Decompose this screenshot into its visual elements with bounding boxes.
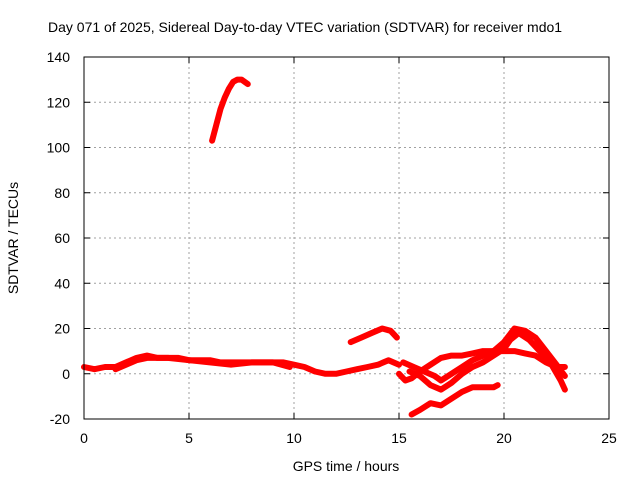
y-tick-label: 60 (54, 230, 70, 246)
series-track-2 (112, 354, 293, 373)
x-tick-label: 25 (601, 430, 617, 446)
series-track-8 (400, 325, 568, 384)
series-track-4 (347, 325, 400, 346)
y-tick-label: 20 (54, 321, 70, 337)
series-track-6 (408, 382, 501, 418)
series-layer (81, 76, 568, 418)
chart-title: Day 071 of 2025, Sidereal Day-to-day VTE… (48, 19, 562, 35)
y-tick-label: 40 (54, 275, 70, 291)
x-tick-label: 0 (80, 430, 88, 446)
x-tick-label: 10 (286, 430, 302, 446)
grid-layer (84, 57, 609, 419)
y-axis-label: SDTVAR / TECUs (5, 182, 21, 294)
y-tick-label: 80 (54, 185, 70, 201)
x-tick-label: 20 (496, 430, 512, 446)
x-tick-label: 5 (185, 430, 193, 446)
series-track-3 (209, 76, 251, 144)
y-tick-label: 100 (47, 140, 71, 156)
tick-layer (83, 56, 610, 420)
series-track-7 (406, 330, 568, 393)
x-tick-label: 15 (391, 430, 407, 446)
y-tick-label: 0 (62, 366, 70, 382)
y-tick-label: -20 (50, 411, 70, 427)
y-tick-label: 140 (47, 49, 71, 65)
y-tick-label: 120 (47, 94, 71, 110)
x-axis-label: GPS time / hours (293, 458, 400, 474)
tick-label-layer: 0 5 10 15 20 25 -20 0 20 40 60 80 100 120 140 (47, 49, 617, 446)
